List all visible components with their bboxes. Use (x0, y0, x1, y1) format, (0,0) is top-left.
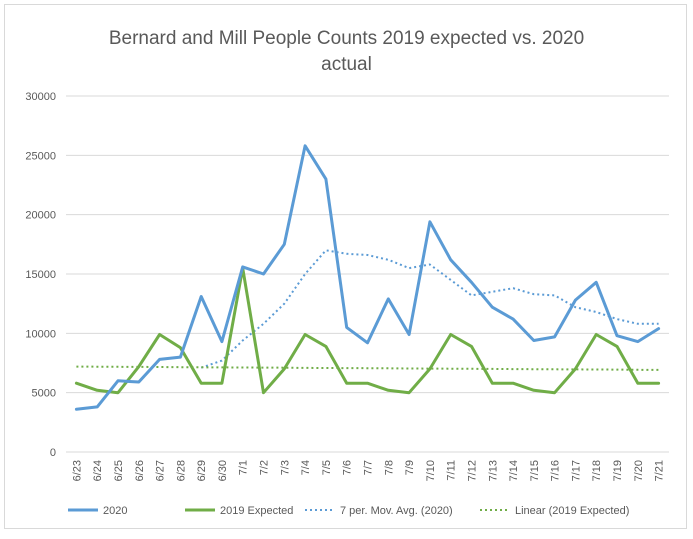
legend-label: 7 per. Mov. Avg. (2020) (340, 505, 453, 517)
legend-label: 2019 Expected (220, 505, 293, 517)
x-tick-label: 6/27 (155, 460, 167, 481)
x-tick-label: 6/23 (71, 460, 83, 481)
series-line-0 (74, 144, 661, 411)
x-tick-label: 7/18 (591, 460, 603, 481)
x-tick-label: 7/1 (238, 460, 250, 475)
chart-frame (4, 4, 687, 529)
series-lines (74, 144, 661, 411)
x-tick-label: 7/14 (508, 460, 520, 481)
y-tick-label: 30000 (25, 91, 56, 103)
x-tick-label: 7/12 (466, 460, 478, 481)
x-tick-label: 7/13 (487, 460, 499, 481)
x-tick-label: 7/6 (342, 460, 354, 475)
x-tick-label: 6/28 (175, 460, 187, 481)
x-tick-label: 6/29 (196, 460, 208, 481)
series-line-3 (76, 365, 659, 371)
x-tick-label: 6/25 (113, 460, 125, 481)
chart-title: Bernard and Mill People Counts 2019 expe… (108, 28, 585, 49)
chart-title-line2: actual (321, 54, 372, 75)
x-axis-ticks: 6/23 6/24 6/25 6/26 6/27 6/28 6/29 6/30 7/1 7/2 7/… (71, 460, 665, 481)
x-tick-label: 7/21 (654, 460, 666, 481)
x-tick-label: 7/20 (633, 460, 645, 481)
y-tick-label: 10000 (25, 328, 56, 340)
x-tick-label: 7/19 (612, 460, 624, 481)
y-tick-label: 15000 (25, 269, 56, 281)
x-tick-label: 7/16 (550, 460, 562, 481)
legend-label: 2020 (103, 505, 127, 517)
x-tick-label: 7/17 (570, 460, 582, 481)
x-tick-label: 7/5 (321, 460, 333, 475)
y-axis-ticks: 0 5000 10000 15000 20000 25000 30000 (25, 91, 56, 459)
y-tick-label: 0 (50, 447, 56, 459)
x-tick-label: 7/8 (383, 460, 395, 475)
x-tick-label: 7/9 (404, 460, 416, 475)
x-tick-label: 7/10 (425, 460, 437, 481)
y-tick-label: 25000 (25, 150, 56, 162)
x-tick-label: 7/11 (446, 460, 458, 481)
x-tick-label: 6/26 (134, 460, 146, 481)
gridlines (66, 95, 669, 453)
x-tick-label: 7/3 (279, 460, 291, 475)
x-tick-label: 7/2 (259, 460, 271, 475)
x-tick-label: 7/15 (529, 460, 541, 481)
series-line-1 (74, 266, 661, 395)
y-tick-label: 20000 (25, 210, 56, 222)
x-tick-label: 6/24 (92, 460, 104, 481)
legend: 2020 2019 Expected 7 per. Mov. Avg. (2020)… (68, 505, 629, 517)
x-tick-label: 7/7 (363, 460, 375, 475)
series-line-2 (200, 249, 659, 369)
x-tick-label: 7/4 (300, 460, 312, 475)
x-tick-label: 6/30 (217, 460, 229, 481)
y-tick-label: 5000 (32, 388, 56, 400)
legend-label: Linear (2019 Expected) (515, 505, 629, 517)
